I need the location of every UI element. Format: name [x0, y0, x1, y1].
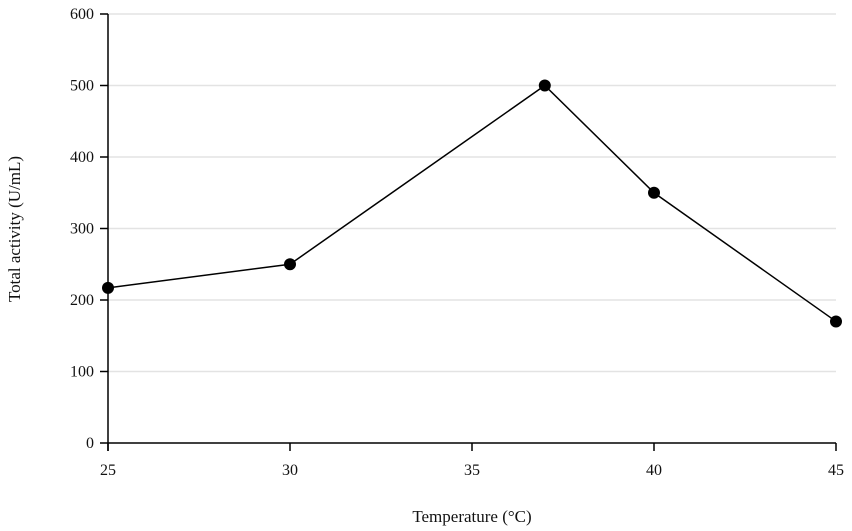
data-point — [538, 79, 551, 92]
y-tick-label: 300 — [70, 221, 94, 238]
data-point — [284, 258, 296, 271]
y-tick-label: 0 — [86, 435, 94, 452]
y-tick-label: 100 — [70, 364, 94, 381]
y-tick-label: 500 — [70, 78, 94, 95]
y-axis-title: Total activity (U/mL) — [5, 156, 24, 302]
x-tick-label: 25 — [100, 462, 116, 479]
data-point — [102, 281, 114, 294]
x-axis-title: Temperature (°C) — [412, 507, 531, 526]
y-tick-label: 600 — [70, 6, 94, 23]
y-tick-label: 400 — [70, 149, 94, 166]
axes — [100, 13, 837, 451]
tick-labels: 0 100 200 300 400 500 600 25 30 35 40 45 — [70, 6, 844, 479]
x-tick-label: 35 — [464, 462, 480, 479]
data-point — [648, 186, 660, 199]
gridlines — [108, 13, 836, 373]
series-group — [102, 79, 842, 328]
data-point — [830, 315, 842, 328]
x-tick-label: 45 — [828, 462, 844, 479]
x-tick-label: 30 — [282, 462, 298, 479]
series-line — [107, 84, 837, 323]
x-tick-label: 40 — [646, 462, 662, 479]
y-tick-label: 200 — [70, 292, 94, 309]
